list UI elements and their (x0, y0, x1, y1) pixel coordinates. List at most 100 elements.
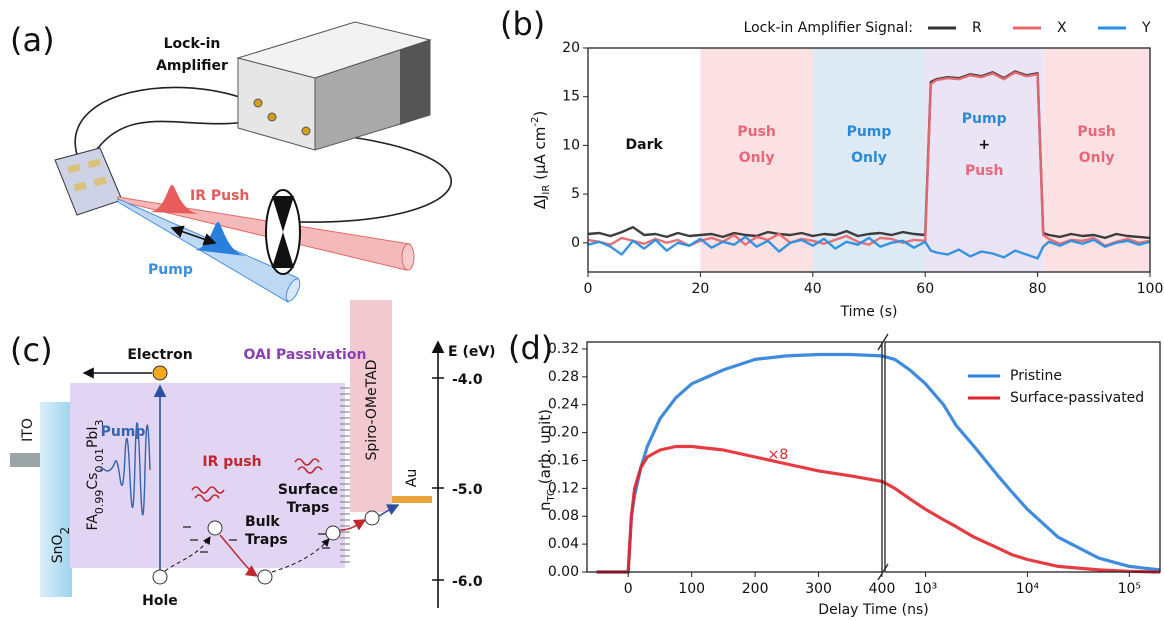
plot-frame (586, 341, 883, 573)
passivation-hatch (340, 387, 350, 563)
bulk-traps-label: Bulk (245, 514, 280, 530)
region-label: Only (739, 150, 775, 166)
label-part: FA (85, 514, 101, 531)
x-tick-label: 10³ (914, 581, 937, 597)
ir-pulse (150, 185, 200, 214)
y-tick-label: 0.00 (548, 564, 579, 580)
label-part: Cs (85, 473, 101, 490)
region-label: + (978, 137, 990, 153)
port (253, 98, 263, 108)
trapping-arrow (164, 536, 211, 572)
hole (207, 520, 223, 536)
label-part: ΔJ (531, 195, 549, 210)
y-tick-label: 0.12 (548, 480, 579, 496)
region-label: Only (851, 150, 887, 166)
y-tick-label: 15 (562, 89, 580, 105)
x-tick-label: 200 (742, 581, 769, 597)
ito-label: ITO (20, 418, 36, 442)
panel-label: (c) (10, 331, 53, 369)
port (267, 112, 277, 122)
y-tick-label: 0.04 (548, 536, 579, 552)
panel-c: (c) ITO SnO2 FA0.99Cs0.01PbI3 Spiro-OMeT… (10, 300, 496, 609)
label-part: ) (531, 111, 549, 117)
y-tick-label: 5 (571, 186, 580, 202)
y-axis-label: nTC (arb. unit) (536, 409, 557, 511)
panel-a: (a) Lock-in Amplifier IR Push Pump (10, 21, 452, 303)
legend-label: R (972, 20, 982, 36)
series-line (587, 70, 1151, 240)
x-tick-label: 0 (584, 281, 593, 297)
passivation-label: OAI Passivation (244, 347, 367, 363)
trap-states (183, 526, 330, 553)
energy-axis-label: E (eV) (448, 344, 496, 360)
x-tick-label: 60 (916, 281, 934, 297)
panel-label: (d) (508, 329, 553, 367)
y-tick-label: 0 (571, 235, 580, 251)
chart: 0 5 10 15 20 0 20 40 60 80 100 Time (s) ΔJIR (μA cm-… (500, 5, 1163, 320)
y-axis-label: ΔJIR (μA cm-2) (530, 111, 552, 210)
chopper-blade (272, 196, 294, 268)
y-tick-label: 0.16 (548, 452, 579, 468)
x-axis-label: Time (s) (840, 304, 898, 320)
x-tick-label: 100 (1137, 281, 1164, 297)
htl-layer (350, 300, 392, 512)
series-line (587, 235, 1151, 260)
electron (152, 365, 168, 381)
annotation: ×8 (768, 447, 789, 463)
detrap-arrow (339, 519, 367, 531)
sno2-layer (40, 402, 72, 597)
label-part: TC (546, 489, 557, 503)
htl-label: Spiro-OMeTAD (364, 360, 380, 461)
pump-beam-end (285, 278, 301, 302)
au-label: Au (404, 469, 420, 487)
ir-label: IR push (202, 454, 261, 470)
label-part: (μA cm (531, 127, 549, 185)
region-label: Push (737, 124, 776, 140)
instrument-label: Lock-in (164, 36, 221, 52)
legend-label: Pristine (1010, 368, 1062, 384)
x-axis-label: Delay Time (ns) (818, 602, 928, 618)
y-tick-label: 0.28 (548, 369, 579, 385)
axis-break (877, 333, 889, 581)
delay-arrow (170, 225, 217, 246)
x-tick-label: 20 (691, 281, 709, 297)
chart: 0.00 0.04 0.08 0.12 0.16 0.20 0.24 0.28 0.32 0 100… (508, 329, 1161, 618)
device (54, 147, 123, 216)
instrument-label: Amplifier (156, 58, 228, 74)
ito-layer (10, 453, 45, 467)
port (301, 126, 311, 136)
surface-traps-label: Traps (287, 500, 330, 516)
pixel (87, 158, 101, 169)
label-part: 3 (93, 420, 106, 427)
ir-wave (294, 458, 323, 474)
y-tick-label: 0.20 (548, 425, 579, 441)
energy-level: -5.0 (452, 482, 483, 498)
pump-label: Pump (148, 262, 193, 278)
region-label: Push (1077, 124, 1116, 140)
pixel (73, 181, 87, 192)
perovskite-label: FA0.99Cs0.01PbI3 (85, 420, 106, 531)
label-part: 0.99 (93, 490, 106, 515)
y-tick-label: 10 (562, 137, 580, 153)
x-tick-label: 100 (678, 581, 705, 597)
pixel (93, 176, 107, 187)
series-line (596, 352, 1161, 574)
energy-level: -4.0 (452, 372, 483, 388)
label-part: PbI (85, 427, 101, 448)
pump-pulse (195, 222, 246, 256)
y-tick-label: 0.24 (548, 397, 579, 413)
x-tick-label: 300 (805, 581, 832, 597)
panel-label: (a) (10, 21, 55, 59)
hole (257, 569, 273, 585)
x-tick-label: 10⁴ (1016, 581, 1040, 597)
region (925, 48, 1044, 272)
bulk-traps-label: Traps (245, 532, 288, 548)
instrument-edge (400, 40, 430, 125)
plot-frame (587, 47, 1151, 273)
region-label: Push (965, 163, 1004, 179)
ir-wave (191, 486, 225, 502)
label-part: (arb. unit) (536, 409, 554, 489)
label-part: n (536, 501, 554, 511)
energy-ticks (432, 377, 444, 581)
